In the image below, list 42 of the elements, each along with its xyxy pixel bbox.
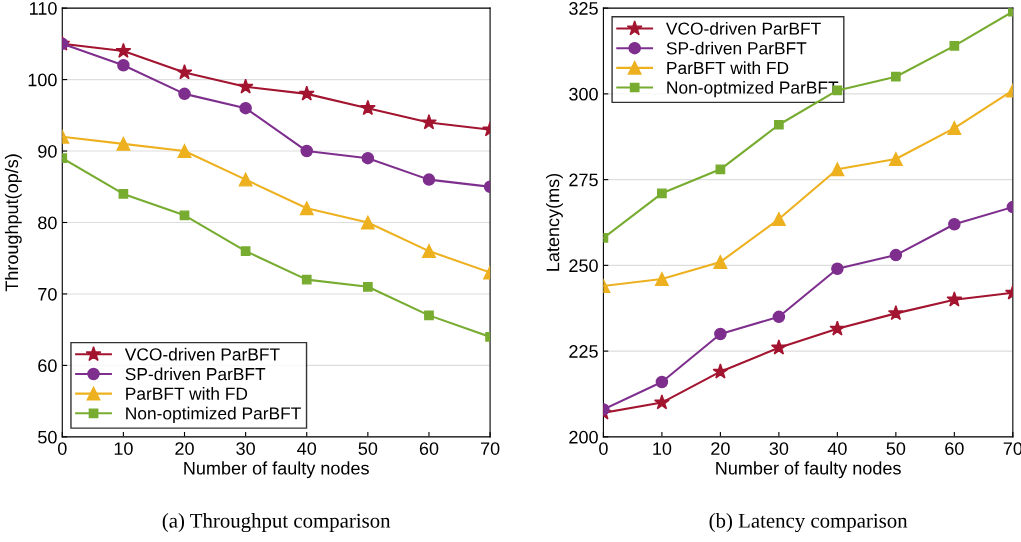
x-axis-title: Number of faulty nodes	[716, 461, 901, 479]
x-tick-label: 30	[236, 442, 255, 455]
y-tick-label: 100	[28, 73, 57, 87]
y-tick-label: 60	[38, 359, 57, 373]
x-tick-label: 40	[297, 442, 317, 455]
legend-label: Non-optimized ParBFT	[126, 406, 301, 423]
y-tick-label: 200	[569, 430, 598, 444]
y-axis-title: Throughput(op/s)	[4, 154, 22, 292]
legend-label: Non-optmized ParBFT	[667, 80, 839, 98]
y-tick-label: 80	[38, 216, 57, 230]
legend-label: ParBFT with FD	[667, 61, 789, 75]
y-tick-label: 275	[569, 173, 598, 187]
y-tick-label: 50	[38, 430, 57, 444]
text: (a) Throughput comparison	[162, 513, 391, 533]
x-tick-label: 70	[480, 442, 500, 455]
text: (b) Latency comparison	[709, 513, 908, 533]
x-tick-label: 50	[886, 442, 906, 455]
x-tick-label: 50	[358, 442, 378, 455]
x-tick-label: 30	[769, 442, 789, 455]
x-tick-label: 60	[419, 442, 439, 455]
y-axis-title: Latency(ms)	[546, 173, 563, 271]
legend-label: ParBFT with FD	[126, 387, 248, 400]
x-tick-label: 40	[827, 442, 847, 455]
y-tick-label: 300	[569, 87, 598, 101]
x-tick-label: 20	[711, 442, 730, 455]
x-tick-label: 60	[945, 442, 964, 455]
x-tick-label: 10	[114, 442, 133, 455]
legend-label: SP-driven ParBFT	[666, 41, 807, 55]
y-tick-label: 225	[569, 345, 598, 358]
legend-label: VCO-driven ParBFT	[665, 22, 821, 35]
legend-label: VCO-driven ParBFT	[124, 347, 280, 361]
x-axis-title: Number of faulty nodes	[184, 461, 369, 479]
y-tick-label: 325	[569, 2, 598, 15]
legend-label: SP-driven ParBFT	[125, 367, 266, 381]
x-tick-label: 10	[653, 442, 672, 455]
x-tick-label: 0	[599, 442, 608, 455]
y-tick-label: 110	[30, 2, 57, 15]
x-tick-label: 0	[57, 442, 67, 455]
x-tick-label: 20	[175, 442, 194, 455]
y-tick-label: 250	[569, 259, 598, 273]
y-tick-label: 70	[38, 287, 57, 301]
y-tick-label: 90	[38, 144, 57, 158]
